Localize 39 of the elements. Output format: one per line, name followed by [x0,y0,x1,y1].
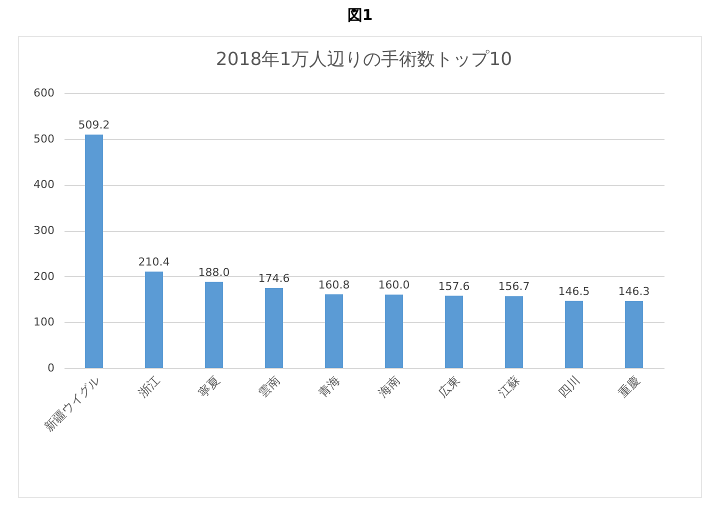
y-tick-label: 500 [34,132,54,146]
chart-title: 2018年1万人辺りの手術数トップ10 [216,49,512,70]
bar [445,296,463,368]
bar [505,296,523,368]
y-tick-label: 100 [34,316,54,329]
x-tick-label: 雲南 [256,373,282,400]
y-tick-label: 600 [34,86,54,100]
bar [85,134,103,368]
bar [325,294,343,368]
x-tick-label: 海南 [376,373,402,400]
data-label: 160.8 [318,278,350,292]
x-tick-label: 広東 [436,373,462,400]
data-label: 156.7 [498,280,530,294]
caption: 図1 [346,5,374,26]
y-tick-label: 200 [34,270,54,283]
bar [385,294,403,368]
data-label: 509.2 [78,118,110,132]
bar [625,300,643,368]
x-tick-label: 重慶 [616,373,642,400]
bar [565,300,583,368]
bar [205,282,223,368]
data-label: 174.6 [258,272,290,285]
x-tick-label: 寧夏 [196,373,222,400]
x-tick-label: 江蘇 [496,373,522,400]
data-label: 146.5 [558,284,590,298]
y-tick-label: 300 [34,224,54,237]
y-tick-label: 0 [48,362,54,374]
bar [145,272,163,368]
bar [265,288,283,368]
data-label: 210.4 [138,256,170,269]
x-tick-label: 新疆ウイグル [42,373,102,434]
x-tick-label: 浙江 [136,373,162,400]
data-label: 188.0 [198,266,230,279]
data-label: 160.0 [378,278,410,292]
y-tick-label: 400 [34,178,54,192]
x-tick-label: 青海 [316,373,342,400]
data-label: 146.3 [618,284,650,298]
x-tick-label: 四川 [556,373,582,400]
data-label: 157.6 [438,280,470,293]
